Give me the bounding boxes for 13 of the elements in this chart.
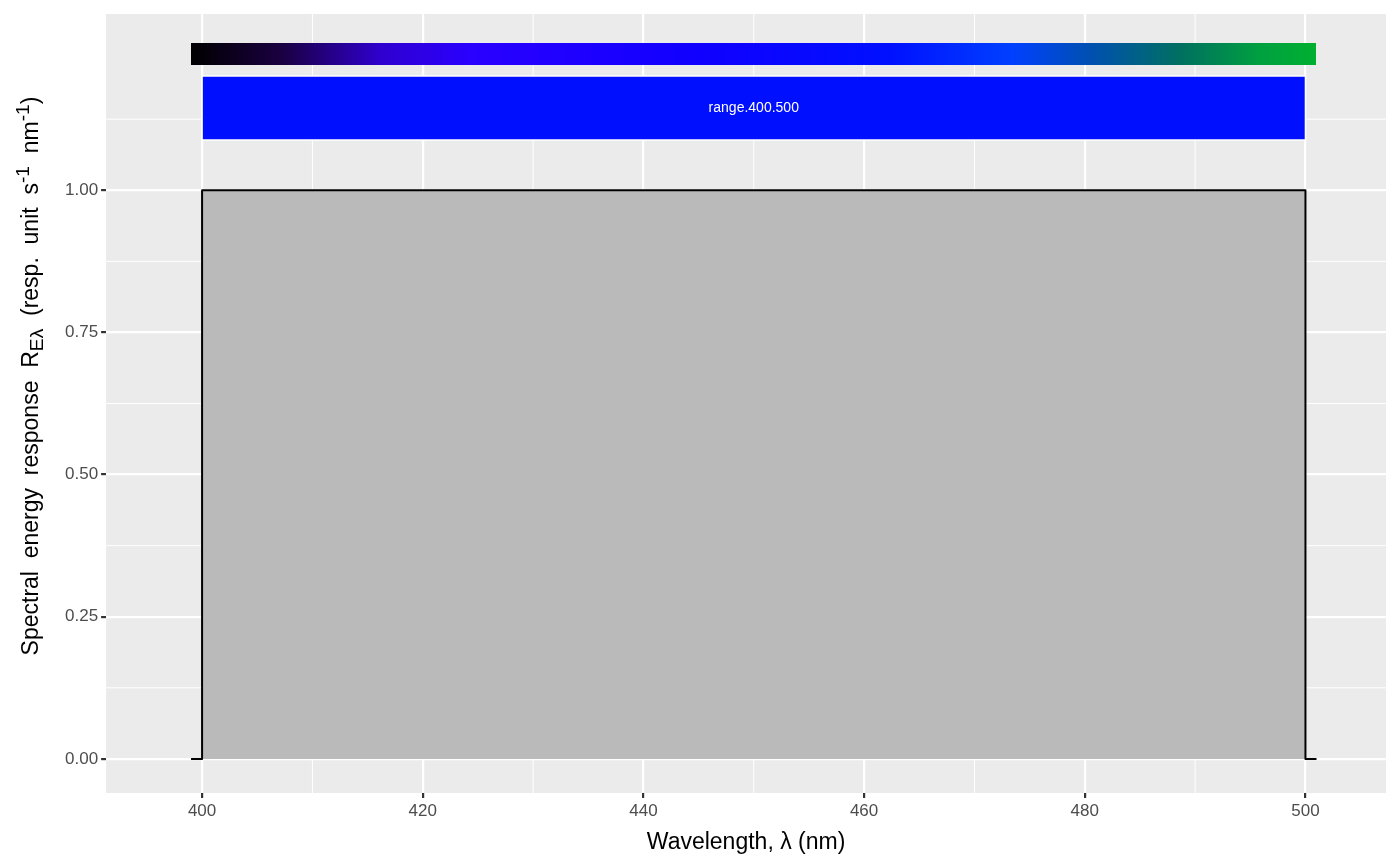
y-tick-label: 0.25 <box>64 606 99 626</box>
x-axis-title: Wavelength, λ (nm) <box>646 827 846 854</box>
x-tick-label: 460 <box>849 800 879 820</box>
y-tick-label: 1.00 <box>64 179 99 199</box>
y-tick-label: 0.50 <box>64 464 99 484</box>
x-tick-label: 440 <box>629 800 658 820</box>
x-tick-label: 420 <box>408 800 437 820</box>
x-tick-label: 480 <box>1070 800 1099 820</box>
y-tick-label: 0.75 <box>64 322 99 342</box>
x-tick-label: 400 <box>187 800 217 820</box>
x-tick-label: 500 <box>1291 800 1320 820</box>
y-tick-label: 0.00 <box>64 748 99 768</box>
band-label: range.400.500 <box>708 98 800 115</box>
